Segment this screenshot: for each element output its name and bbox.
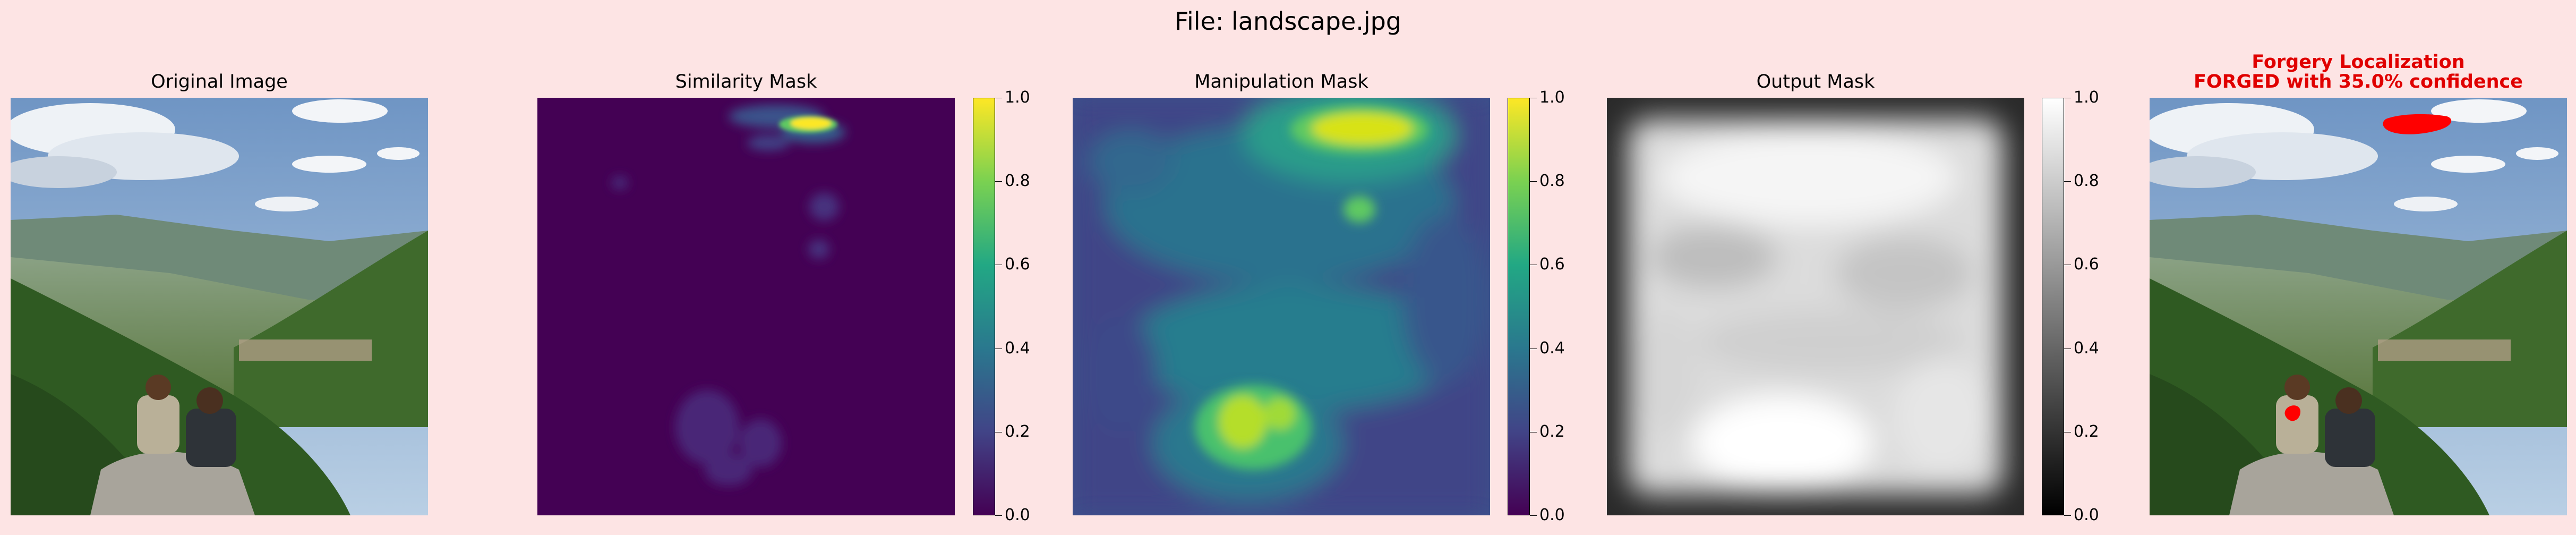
output-colorbar-tick <box>2064 181 2071 182</box>
panel-title-output: Output Mask <box>1756 71 1875 92</box>
panel-title-similarity: Similarity Mask <box>675 71 817 92</box>
similarity-colorbar <box>973 98 995 515</box>
manipulation-colorbar <box>1508 98 1530 515</box>
panel-title-original: Original Image <box>151 71 288 92</box>
panel-title-manipulation: Manipulation Mask <box>1194 71 1368 92</box>
output-colorbar-tick-label: 0.8 <box>2074 172 2099 190</box>
output-colorbar-tick-label: 0.2 <box>2074 422 2099 441</box>
manipulation-colorbar-tick-label: 0.8 <box>1539 172 1565 190</box>
similarity-mask <box>537 98 955 515</box>
output-colorbar-tick <box>2064 515 2071 516</box>
similarity-colorbar-tick-label: 0.8 <box>1005 172 1030 190</box>
forgery-localization-image <box>2150 98 2567 515</box>
panel-title-localization-line2: FORGED with 35.0% confidence <box>2193 71 2523 92</box>
output-mask <box>1607 98 2024 515</box>
manipulation-colorbar-tick <box>1530 181 1537 182</box>
similarity-colorbar-tick <box>995 181 1002 182</box>
output-colorbar-tick-label: 0.6 <box>2074 255 2099 274</box>
similarity-colorbar-tick <box>995 515 1002 516</box>
manipulation-colorbar-tick <box>1530 515 1537 516</box>
panel-title-localization-line1: Forgery Localization <box>2252 52 2465 73</box>
forgery-region-sky <box>2383 114 2452 134</box>
output-colorbar <box>2042 98 2064 515</box>
similarity-colorbar-tick-label: 0.4 <box>1005 339 1030 358</box>
manipulation-colorbar-tick-label: 0.0 <box>1539 506 1565 524</box>
manipulation-mask <box>1073 98 1490 515</box>
manipulation-colorbar-tick-label: 0.4 <box>1539 339 1565 358</box>
figure-suptitle: File: landscape.jpg <box>1174 7 1402 36</box>
similarity-colorbar-tick-label: 0.2 <box>1005 422 1030 441</box>
manipulation-colorbar-tick-label: 0.2 <box>1539 422 1565 441</box>
original-image <box>11 98 428 515</box>
output-colorbar-tick-label: 0.4 <box>2074 339 2099 358</box>
similarity-colorbar-tick-label: 1.0 <box>1005 88 1030 107</box>
output-colorbar-tick-label: 0.0 <box>2074 506 2099 524</box>
similarity-colorbar-tick-label: 0.6 <box>1005 255 1030 274</box>
similarity-colorbar-tick-label: 0.0 <box>1005 506 1030 524</box>
manipulation-colorbar-tick-label: 1.0 <box>1539 88 1565 107</box>
manipulation-colorbar-tick-label: 0.6 <box>1539 255 1565 274</box>
forgery-region-person <box>2284 405 2301 421</box>
output-colorbar-tick-label: 1.0 <box>2074 88 2099 107</box>
